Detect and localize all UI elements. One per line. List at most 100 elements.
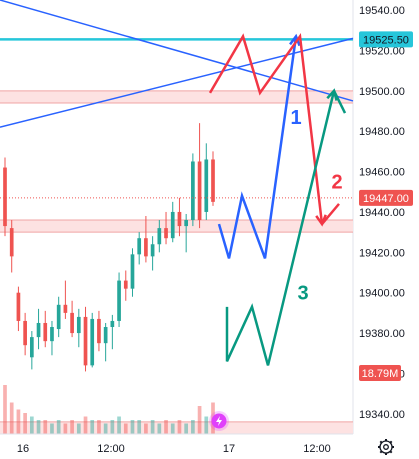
price-tick-label: 19500.00 bbox=[359, 86, 405, 98]
zone-band bbox=[0, 90, 353, 103]
volume-bar bbox=[191, 420, 195, 434]
scenario-3-path[interactable] bbox=[225, 90, 336, 366]
price-tick-label: 19400.00 bbox=[359, 288, 405, 300]
volume-bar bbox=[103, 423, 108, 434]
volume-bar bbox=[137, 420, 142, 434]
volume-bar bbox=[63, 423, 68, 434]
drawings-layer[interactable]: 1 2 3 bbox=[0, 0, 354, 366]
volume-bar bbox=[157, 423, 162, 434]
volume-bar bbox=[97, 420, 101, 434]
candle-body bbox=[43, 322, 48, 342]
volume-bar bbox=[90, 420, 95, 434]
scenario-2-path[interactable] bbox=[208, 32, 324, 225]
zones-layer bbox=[0, 90, 353, 435]
candle-body bbox=[137, 238, 142, 255]
candle-body bbox=[9, 228, 14, 257]
candle-body bbox=[170, 211, 175, 239]
svg-text:19525.50: 19525.50 bbox=[363, 34, 409, 46]
candles-layer bbox=[3, 123, 215, 372]
last-price-tag: 19447.00 bbox=[359, 189, 413, 206]
volume-bar bbox=[56, 420, 61, 434]
volume-bar bbox=[23, 413, 27, 434]
volume-bar bbox=[144, 423, 148, 434]
candle-body bbox=[211, 159, 215, 202]
candle-body bbox=[204, 159, 209, 212]
volume-bar bbox=[9, 402, 14, 434]
candle-body bbox=[36, 322, 41, 338]
time-label-16: 16 bbox=[17, 443, 29, 455]
candle-body bbox=[63, 304, 68, 313]
candle-body bbox=[150, 244, 155, 257]
candle-body bbox=[103, 327, 108, 344]
volume-bar bbox=[177, 420, 182, 434]
time-label-1200-a: 12:00 bbox=[97, 443, 125, 455]
svg-text:19447.00: 19447.00 bbox=[363, 193, 409, 205]
candle-body bbox=[3, 167, 7, 227]
candle-body bbox=[76, 316, 81, 334]
candle-body bbox=[197, 161, 202, 221]
lightning-icon[interactable] bbox=[209, 411, 229, 431]
volume-layer bbox=[3, 385, 215, 434]
time-axis[interactable]: 16 12:00 17 12:00 bbox=[0, 433, 353, 455]
resistance-price-tag: 19525.50 bbox=[359, 31, 413, 48]
svg-text:18.79M: 18.79M bbox=[362, 368, 399, 380]
candle-body bbox=[97, 318, 101, 344]
candle-body bbox=[164, 228, 168, 239]
candle-body bbox=[144, 238, 148, 257]
volume-bar bbox=[70, 420, 74, 434]
volume-bar bbox=[197, 406, 202, 434]
volume-bar bbox=[204, 416, 209, 434]
volume-bar bbox=[164, 420, 168, 434]
volume-bar bbox=[130, 420, 135, 434]
price-tick-label: 19540.00 bbox=[359, 5, 405, 17]
price-axis[interactable]: 19540.00 19520.00 19500.00 19480.00 19460.00… bbox=[359, 5, 405, 421]
price-tick-label: 19340.00 bbox=[359, 409, 405, 421]
time-label-1200-b: 12:00 bbox=[303, 443, 331, 455]
price-tick-label: 19380.00 bbox=[359, 328, 405, 340]
candle-body bbox=[90, 318, 95, 366]
candle-body bbox=[50, 327, 54, 342]
scenario-label-1: 1 bbox=[290, 107, 301, 129]
candle-body bbox=[130, 254, 135, 289]
price-tick-label: 19420.00 bbox=[359, 247, 405, 259]
price-tick-label: 19480.00 bbox=[359, 126, 405, 138]
scenario-1-arrowhead bbox=[289, 33, 301, 47]
volume-bar bbox=[150, 420, 155, 434]
candle-body bbox=[110, 320, 115, 328]
scenario-1-path[interactable] bbox=[217, 36, 298, 259]
candle-body bbox=[70, 312, 74, 334]
price-tick-label: 19520.00 bbox=[359, 45, 405, 57]
zone-band bbox=[0, 421, 353, 434]
volume-bar bbox=[110, 420, 115, 434]
volume-bar bbox=[170, 423, 175, 434]
volume-tag: 18.79M bbox=[359, 365, 401, 381]
scenario-label-2: 2 bbox=[331, 172, 342, 194]
volume-bar bbox=[117, 416, 121, 434]
candle-body bbox=[177, 211, 182, 227]
candle-body bbox=[29, 337, 34, 358]
volume-bar bbox=[3, 385, 7, 434]
candle-body bbox=[23, 320, 27, 346]
candle-body bbox=[117, 280, 121, 321]
gear-icon[interactable] bbox=[378, 439, 394, 455]
candle-body bbox=[184, 220, 189, 227]
volume-bar bbox=[123, 423, 128, 434]
volume-bar bbox=[76, 423, 81, 434]
candle-body bbox=[157, 228, 162, 245]
candle-body bbox=[123, 280, 128, 289]
trendline-falling[interactable] bbox=[0, 0, 354, 102]
volume-bar bbox=[50, 423, 54, 434]
scenario-label-3: 3 bbox=[297, 283, 308, 305]
scenario-2-tail bbox=[321, 203, 340, 225]
candle-body bbox=[16, 292, 21, 321]
time-label-17: 17 bbox=[223, 443, 235, 455]
volume-bar bbox=[43, 420, 48, 434]
volume-bar bbox=[83, 416, 88, 434]
price-tick-label: 19440.00 bbox=[359, 207, 405, 219]
zone-band bbox=[0, 220, 353, 233]
volume-bar bbox=[184, 423, 189, 434]
volume-bar bbox=[36, 420, 41, 434]
candle-body bbox=[83, 316, 88, 366]
price-tick-label: 19460.00 bbox=[359, 167, 405, 179]
